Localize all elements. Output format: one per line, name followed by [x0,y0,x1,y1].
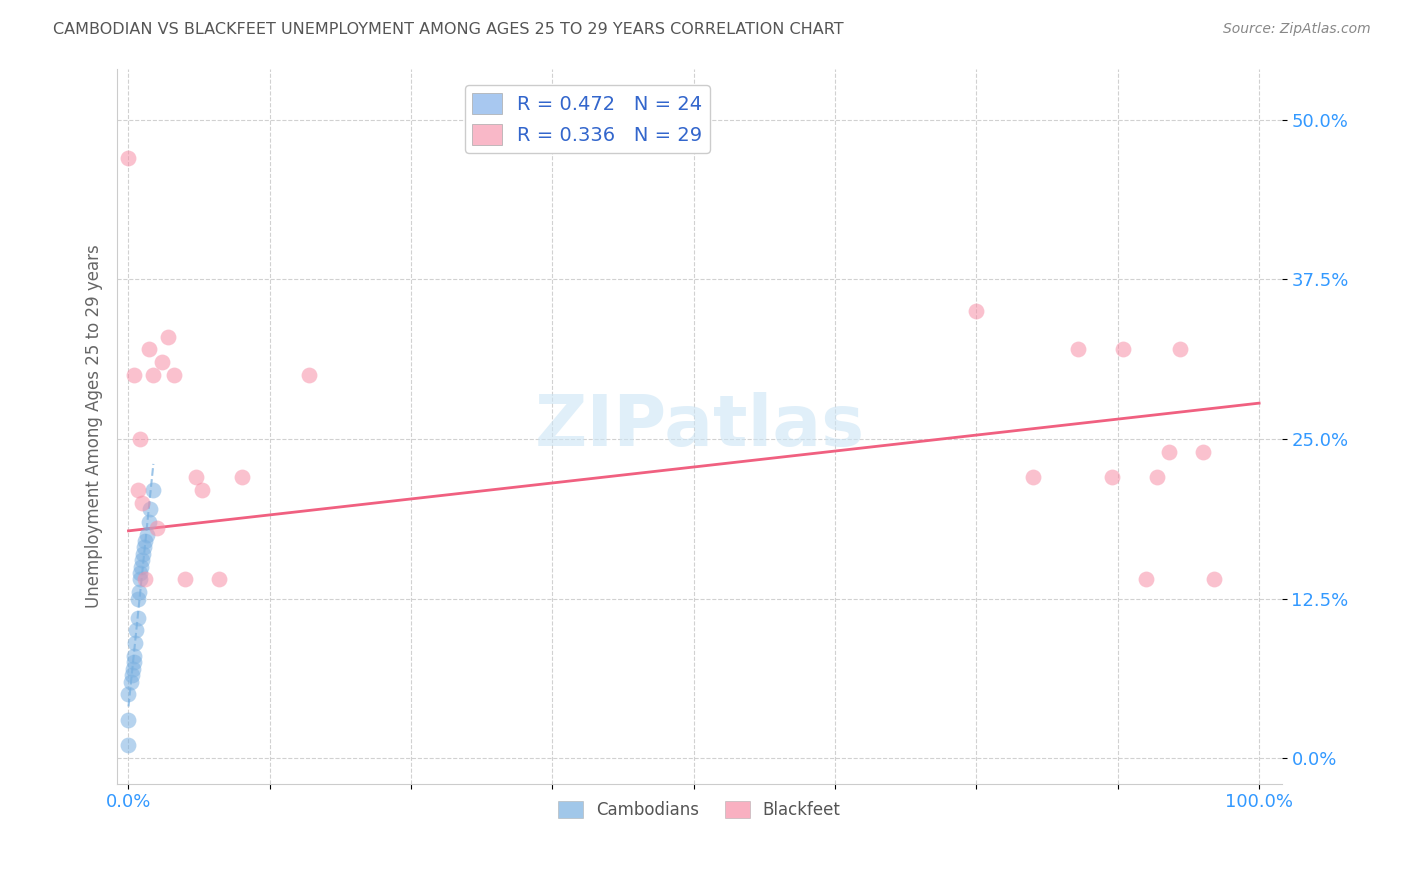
Legend: Cambodians, Blackfeet: Cambodians, Blackfeet [551,794,848,825]
Point [157,329,180,343]
Point [138,515,160,529]
Point [145,521,167,535]
Point [152,355,174,369]
Point [186,470,208,484]
Point [120,674,142,689]
Point [129,559,152,574]
Y-axis label: Unemployment Among Ages 25 to 29 years: Unemployment Among Ages 25 to 29 years [86,244,103,608]
Text: Source: ZipAtlas.com: Source: ZipAtlas.com [1223,22,1371,37]
Point [127,591,149,606]
Point [125,624,148,638]
Point [138,343,160,357]
Point [117,713,139,727]
Point [1101,470,1123,484]
Point [135,527,157,541]
Point [131,496,153,510]
Point [128,573,150,587]
Point [134,541,156,555]
Text: ZIPatlas: ZIPatlas [534,392,865,460]
Text: CAMBODIAN VS BLACKFEET UNEMPLOYMENT AMONG AGES 25 TO 29 YEARS CORRELATION CHART: CAMBODIAN VS BLACKFEET UNEMPLOYMENT AMON… [53,22,844,37]
Point [127,483,149,497]
Point [142,368,165,382]
Point [117,739,139,753]
Point [965,304,987,318]
Point [132,547,155,561]
Point [128,585,150,599]
Point [134,534,156,549]
Point [122,368,145,382]
Point [191,483,214,497]
Point [128,432,150,446]
Point [1191,444,1213,458]
Point [231,470,253,484]
Point [124,636,146,650]
Point [1146,470,1168,484]
Point [122,656,145,670]
Point [128,566,150,580]
Point [1067,343,1090,357]
Point [121,668,143,682]
Point [117,687,139,701]
Point [122,648,145,663]
Point [117,151,139,165]
Point [1112,343,1135,357]
Point [208,573,231,587]
Point [1168,343,1191,357]
Point [134,573,156,587]
Point [1135,573,1157,587]
Point [127,610,149,624]
Point [1202,573,1225,587]
Point [142,483,165,497]
Point [163,368,186,382]
Point [1157,444,1180,458]
Point [298,368,321,382]
Point [122,662,145,676]
Point [174,573,197,587]
Point [1022,470,1045,484]
Point [139,502,162,516]
Point [131,553,153,567]
